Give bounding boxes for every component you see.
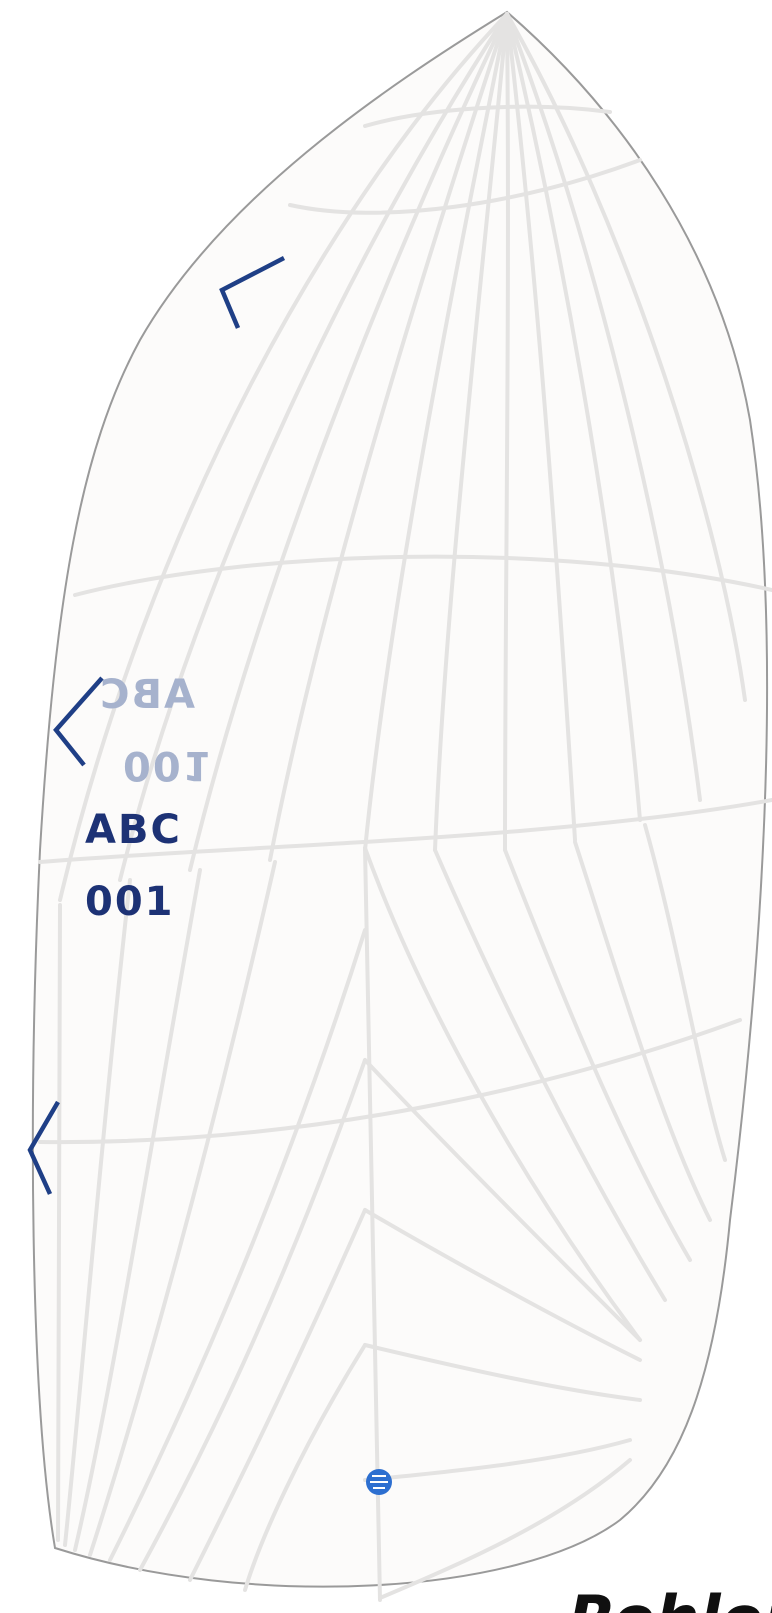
brand-text: Rohlor — [568, 1582, 772, 1613]
radial-seam — [503, 12, 510, 852]
foot-seam — [73, 868, 202, 1552]
sail-number-back-digits: 001 — [123, 742, 213, 788]
foot-seam — [363, 846, 642, 1342]
sail-number-front-digits: 001 — [85, 879, 175, 925]
radial-seam — [505, 12, 702, 802]
radial-seam — [363, 12, 509, 852]
foot-seam — [573, 840, 712, 1222]
radial-seam — [118, 12, 509, 882]
foot-seam — [56, 903, 62, 1542]
foot-seam — [643, 823, 727, 1162]
sail-outline — [31, 10, 769, 1588]
radial-seam — [268, 12, 509, 862]
radial-seam — [505, 12, 642, 822]
foot-seam — [188, 1208, 367, 1582]
north-sails-logo-icon — [366, 1469, 392, 1495]
sail-letters-back: ABC — [98, 672, 195, 718]
foot-seam — [243, 1343, 367, 1592]
telltales — [27, 256, 286, 1195]
foot-seam — [378, 1458, 632, 1600]
foot-seam — [108, 928, 367, 1562]
radial-seam — [505, 12, 577, 842]
radial-seams-head — [58, 12, 747, 902]
foot-seam — [63, 878, 132, 1547]
telltale-upper — [219, 256, 286, 329]
foot-seam — [363, 1058, 642, 1342]
foot-seam — [138, 1058, 367, 1572]
foot-seam — [433, 848, 667, 1302]
radial-seam — [188, 12, 509, 872]
foot-seam — [363, 1343, 642, 1402]
telltale-middle — [53, 676, 104, 767]
foot-seam — [363, 1208, 642, 1362]
foot-seam — [503, 848, 692, 1262]
seam-middle — [38, 798, 772, 864]
sail-number-back: ABC 001 — [98, 672, 213, 788]
foot-seam — [88, 860, 277, 1557]
radial-seam — [433, 12, 509, 852]
foot-seam — [363, 1438, 632, 1482]
radial-seam — [505, 12, 747, 702]
radial-seam — [58, 12, 509, 902]
telltale-lower — [27, 1100, 60, 1195]
sail-letters-front: ABC — [85, 807, 182, 853]
seam-head-2 — [288, 158, 642, 215]
seam-lower — [38, 1018, 742, 1145]
radial-seams-foot — [56, 823, 727, 1602]
